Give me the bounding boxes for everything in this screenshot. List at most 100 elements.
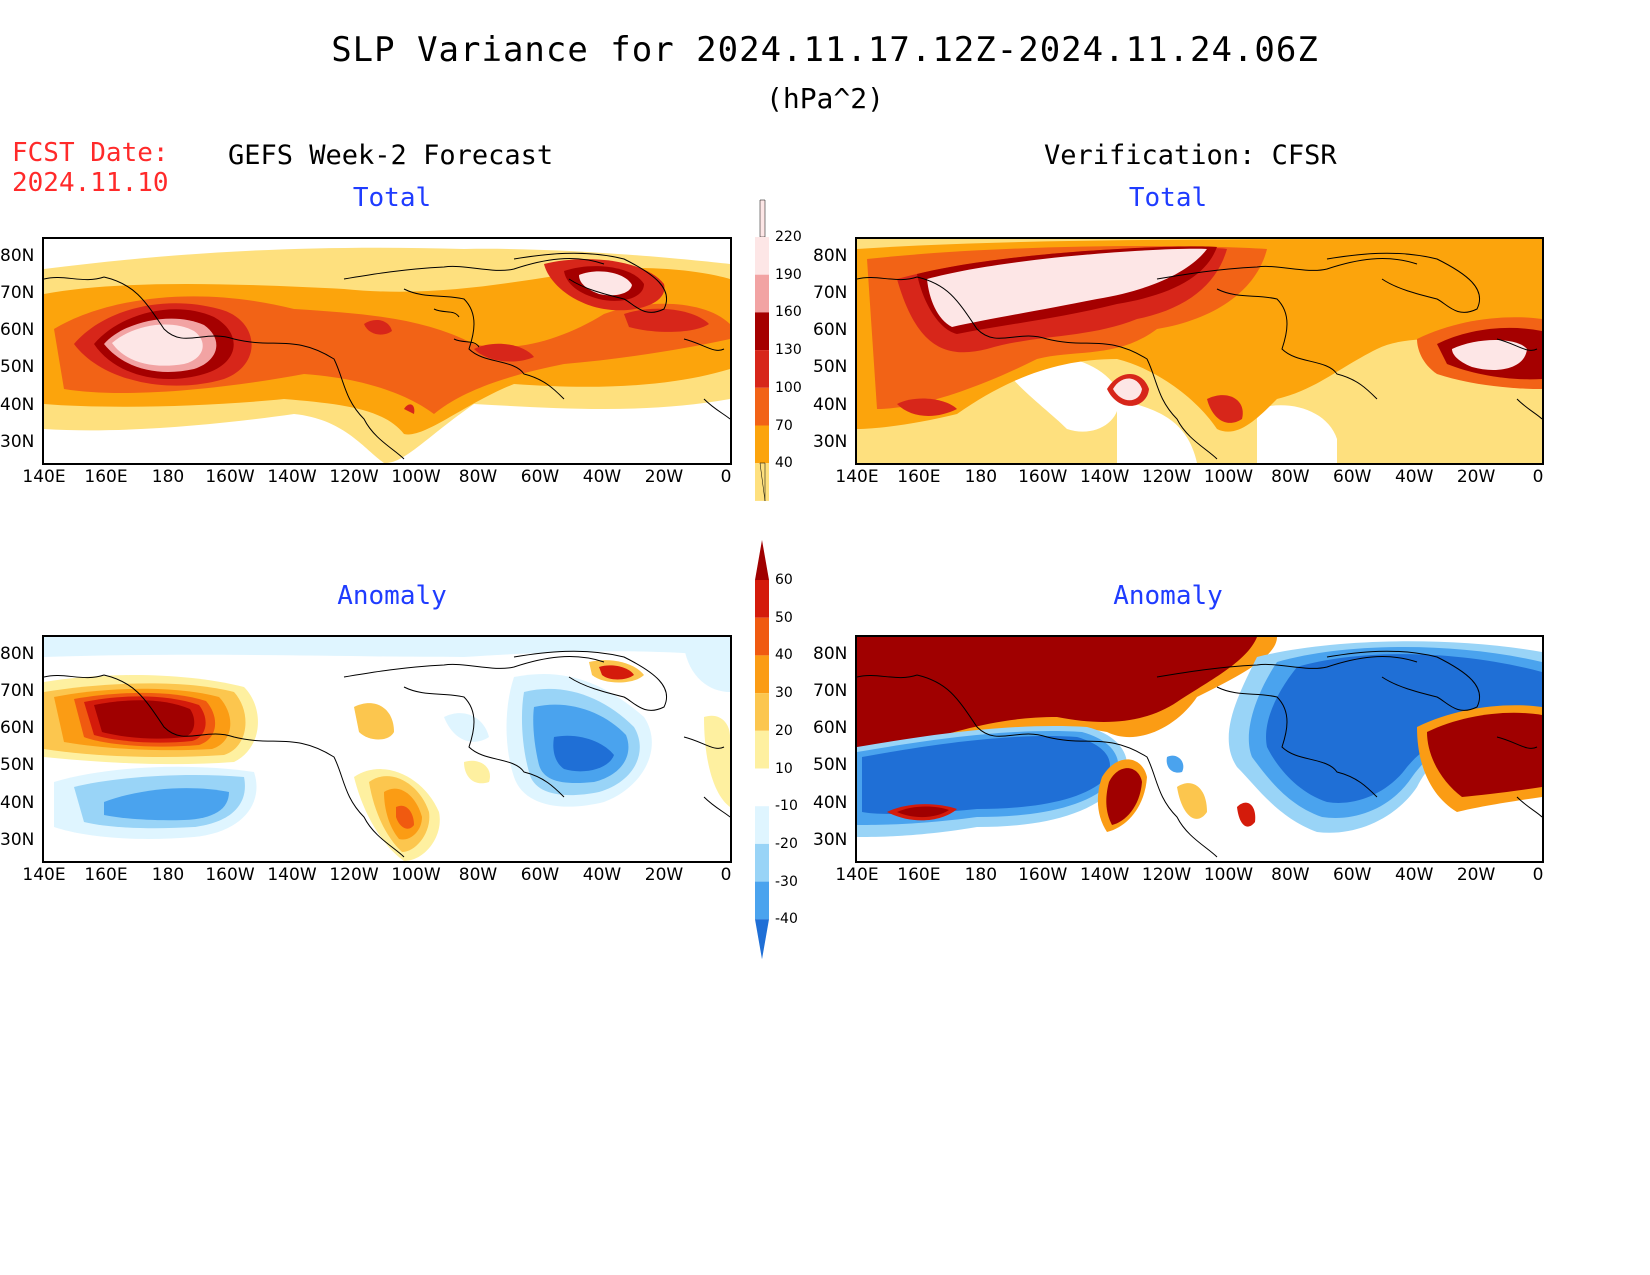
lon-tick-label: 20W <box>1456 865 1496 885</box>
lon-tick-label: 80W <box>458 467 498 487</box>
colorbar-swatch <box>755 881 769 920</box>
lon-tick-label: 160W <box>1018 467 1068 487</box>
forecast-date-value: 2024.11.10 <box>12 168 169 198</box>
colorbar-tick-label: 60 <box>775 572 793 588</box>
lat-tick-label: 30N <box>0 830 35 850</box>
bottom-right-subtitle: Anomaly <box>1113 581 1223 611</box>
lon-tick-label: 0 <box>720 865 732 885</box>
lon-tick-label: 100W <box>1203 467 1254 487</box>
lat-tick-label: 80N <box>0 644 35 664</box>
colorbar-tick-label: 100 <box>775 379 802 396</box>
lon-tick-label: 60W <box>520 467 560 487</box>
lat-tick-label: 50N <box>0 357 35 377</box>
lat-tick-label: 50N <box>813 755 848 775</box>
lon-tick-label: 40W <box>1394 865 1434 885</box>
colorbar-swatch <box>755 730 769 769</box>
lon-tick-label: 160E <box>84 467 128 487</box>
lon-tick-label: 140W <box>267 467 317 487</box>
lat-tick-label: 70N <box>0 283 35 303</box>
lon-tick-label: 120W <box>1141 865 1192 885</box>
lon-tick-label: 140E <box>835 865 879 885</box>
lon-tick-label: 20W <box>644 467 684 487</box>
map-verification-anomaly <box>855 635 1544 863</box>
colorbar-swatch <box>755 617 769 656</box>
lat-tick-label: 30N <box>813 830 848 850</box>
lat-tick-label: 60N <box>813 320 848 340</box>
bottom-left-subtitle: Anomaly <box>337 581 447 611</box>
lon-tick-label: 0 <box>720 467 732 487</box>
colorbar-swatch <box>755 274 769 313</box>
colorbar-total: 220 190 160 130 100 70 40 <box>755 198 815 503</box>
colorbar-arrow-bottom <box>755 919 769 960</box>
colorbar-swatch <box>755 693 769 731</box>
right-column-header: Verification: CFSR <box>1044 140 1337 171</box>
lon-tick-label: 60W <box>1333 865 1372 885</box>
colorbar-arrow-top <box>755 540 769 580</box>
lon-tick-label: 120W <box>329 467 379 487</box>
figure-title: SLP Variance for 2024.11.17.12Z-2024.11.… <box>331 30 1319 70</box>
lat-tick-label: 40N <box>0 793 35 813</box>
colorbar-swatch <box>755 463 769 501</box>
lon-tick-label: 180 <box>964 467 998 487</box>
lon-tick-label: 140E <box>835 467 879 487</box>
colorbar-tick-label: 130 <box>775 342 802 359</box>
lat-tick-label: 70N <box>813 681 848 701</box>
lon-tick-label: 100W <box>391 467 441 487</box>
colorbar-swatch <box>755 237 769 275</box>
colorbar-swatch <box>755 425 769 464</box>
lon-tick-label: 20W <box>644 865 684 885</box>
colorbar-tick-label: -10 <box>775 798 798 815</box>
colorbar-tick-label: 20 <box>775 722 793 739</box>
lat-tick-label: 70N <box>813 283 848 303</box>
lon-tick-label: 100W <box>391 865 441 885</box>
lon-tick-label: 80W <box>1271 467 1310 487</box>
colorbar-swatch <box>755 768 769 807</box>
colorbar-tick-label: -40 <box>775 911 798 928</box>
lon-tick-label: 160E <box>84 865 128 885</box>
lon-tick-label: 140E <box>22 865 66 885</box>
lon-tick-label: 140W <box>1079 467 1130 487</box>
lon-tick-label: 160W <box>205 865 255 885</box>
lat-tick-label: 60N <box>0 320 35 340</box>
lon-tick-label: 60W <box>1333 467 1372 487</box>
lon-tick-label: 140W <box>1079 865 1130 885</box>
lon-tick-label: 80W <box>1271 865 1310 885</box>
colorbar-tick-label: 30 <box>775 685 793 702</box>
lat-tick-label: 60N <box>0 718 35 738</box>
colorbar-swatch <box>755 312 769 351</box>
lat-tick-label: 50N <box>0 755 35 775</box>
lon-tick-label: 0 <box>1532 865 1544 885</box>
units-label: (hPa^2) <box>765 82 884 115</box>
colorbar-tick-label: -30 <box>775 873 798 890</box>
colorbar-tick-label: 70 <box>775 417 793 434</box>
colorbar-swatch <box>755 655 769 694</box>
colorbar-swatch <box>755 843 769 882</box>
colorbar-swatch <box>755 806 769 844</box>
lat-tick-label: 80N <box>0 246 35 266</box>
colorbar-tick-label: -20 <box>775 835 798 852</box>
lon-tick-label: 40W <box>582 467 622 487</box>
top-left-subtitle: Total <box>352 183 432 213</box>
lat-tick-label: 40N <box>813 395 848 415</box>
lon-tick-label: 180 <box>964 865 998 885</box>
lat-tick-label: 40N <box>813 793 848 813</box>
lon-tick-label: 180 <box>151 467 185 487</box>
lon-tick-label: 60W <box>520 865 560 885</box>
colorbar-tick-label: 10 <box>775 760 793 777</box>
lon-tick-label: 160E <box>897 467 941 487</box>
lon-tick-label: 160E <box>897 865 941 885</box>
lat-tick-label: 70N <box>0 681 35 701</box>
forecast-date-label: FCST Date: <box>12 138 169 168</box>
lat-tick-label: 50N <box>813 357 848 377</box>
lat-tick-label: 80N <box>813 246 848 266</box>
colorbar-tick-label: 40 <box>775 455 793 472</box>
lon-tick-label: 140E <box>22 467 66 487</box>
colorbar-swatch <box>755 350 769 388</box>
lat-tick-label: 30N <box>0 432 35 452</box>
forecast-date: FCST Date: 2024.11.10 <box>12 138 169 198</box>
colorbar-swatch <box>755 387 769 426</box>
lon-tick-label: 120W <box>1141 467 1192 487</box>
lon-tick-label: 180 <box>151 865 185 885</box>
top-right-subtitle: Total <box>1128 183 1208 213</box>
colorbar-tick-label: 50 <box>775 609 793 626</box>
